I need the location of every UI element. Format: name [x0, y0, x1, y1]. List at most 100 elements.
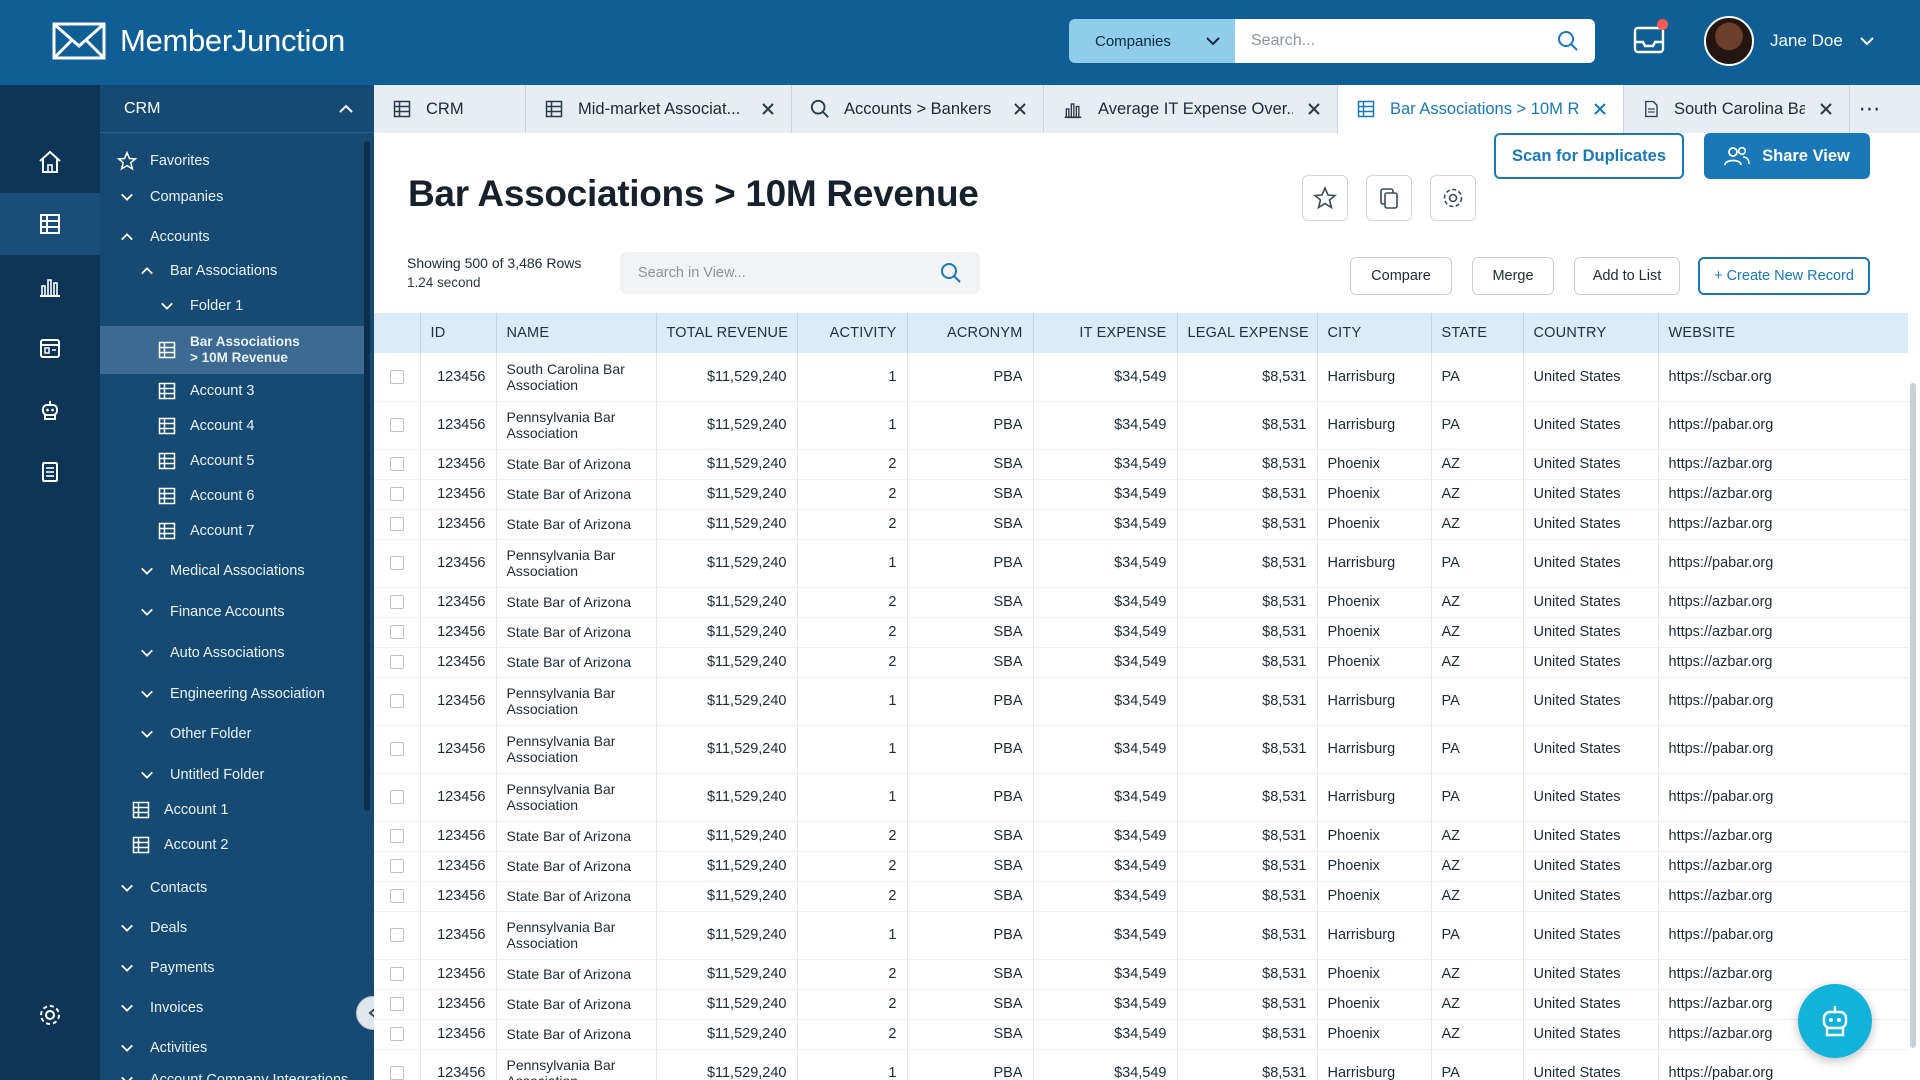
close-icon[interactable] [1593, 102, 1607, 116]
sidebar-item[interactable]: Account 7 [100, 517, 364, 545]
tab[interactable]: Mid-market Associat... [526, 85, 792, 133]
close-icon[interactable] [1819, 102, 1833, 116]
more-tabs-button[interactable]: ⋯ [1850, 85, 1890, 133]
tab[interactable]: CRM [374, 85, 526, 133]
row-checkbox[interactable] [389, 997, 404, 1011]
sidebar-item[interactable]: Favorites [100, 147, 364, 175]
share-view-button[interactable]: Share View [1704, 133, 1870, 179]
close-icon[interactable] [761, 102, 775, 116]
column-header[interactable]: STATE [1431, 313, 1524, 353]
sidebar-item[interactable]: Bar Associations [100, 257, 364, 285]
sidebar-item[interactable]: Auto Associations [100, 638, 364, 668]
app-logo[interactable]: MemberJunction [52, 22, 345, 60]
view-search-input[interactable] [638, 265, 940, 281]
column-header[interactable]: COUNTRY [1523, 313, 1659, 353]
table-row[interactable]: 123456 State Bar of Arizona $11,529,240 2 SB… [374, 821, 1908, 852]
table-row[interactable]: 123456 State Bar of Arizona $11,529,240 2 SB… [374, 989, 1908, 1020]
table-row[interactable]: 123456 State Bar of Arizona $11,529,240 2 SB… [374, 647, 1908, 678]
user-menu[interactable]: Jane Doe [1704, 16, 1875, 66]
table-row[interactable]: 123456 State Bar of Arizona $11,529,240 2 SB… [374, 479, 1908, 510]
table-row[interactable]: 123456 State Bar of Arizona $11,529,240 2 SB… [374, 617, 1908, 648]
rail-settings[interactable] [0, 984, 100, 1046]
rail-data[interactable] [0, 193, 100, 255]
sidebar-item[interactable]: Account Company Integrations [100, 1065, 364, 1080]
copy-button[interactable] [1366, 175, 1412, 221]
sidebar-item[interactable]: Contacts [100, 873, 364, 903]
column-header[interactable]: ID [420, 313, 497, 353]
notifications-button[interactable] [1632, 19, 1668, 56]
row-checkbox[interactable] [389, 517, 404, 531]
table-row[interactable]: 123456 State Bar of Arizona $11,529,240 2 SB… [374, 587, 1908, 618]
sidebar-item[interactable]: Invoices [100, 993, 364, 1023]
column-header[interactable]: ACTIVITY [797, 313, 908, 353]
table-row[interactable]: 123456 State Bar of Arizona $11,529,240 2 SB… [374, 959, 1908, 990]
compare-button[interactable]: Compare [1350, 257, 1452, 295]
sidebar-item[interactable]: Untitled Folder [100, 760, 364, 790]
row-checkbox[interactable] [389, 829, 404, 843]
rail-charts[interactable] [0, 255, 100, 317]
settings-button[interactable] [1430, 175, 1476, 221]
sidebar-item[interactable]: Engineering Association [100, 679, 364, 709]
sidebar-item[interactable]: Accounts [100, 222, 364, 252]
sidebar-item[interactable]: Activities [100, 1033, 364, 1063]
column-header[interactable]: LEGAL EXPENSE [1177, 313, 1318, 353]
sidebar-item[interactable]: Payments [100, 953, 364, 983]
table-row[interactable]: 123456 South Carolina Bar Association $11,… [374, 353, 1908, 402]
column-header[interactable]: IT EXPENSE [1033, 313, 1178, 353]
tab[interactable]: Accounts > Bankers [792, 85, 1044, 133]
table-row[interactable]: 123456 State Bar of Arizona $11,529,240 2 SB… [374, 1019, 1908, 1050]
sidebar-item[interactable]: Account 4 [100, 412, 364, 440]
table-row[interactable]: 123456 State Bar of Arizona $11,529,240 2 SB… [374, 881, 1908, 912]
row-checkbox[interactable] [389, 655, 404, 669]
sidebar-scrollbar[interactable] [364, 141, 370, 811]
sidebar-item[interactable]: Medical Associations [100, 556, 364, 586]
search-icon[interactable] [940, 262, 962, 284]
grid-scrollbar[interactable] [1910, 383, 1916, 1048]
sidebar-item[interactable]: Account 3 [100, 377, 364, 405]
column-header[interactable]: CITY [1317, 313, 1432, 353]
sidebar-item[interactable]: Folder 1 [100, 292, 364, 320]
sidebar-item[interactable]: Account 6 [100, 482, 364, 510]
row-checkbox[interactable] [389, 859, 404, 873]
row-checkbox[interactable] [389, 1066, 404, 1080]
rail-home[interactable] [0, 131, 100, 193]
table-row[interactable]: 123456 State Bar of Arizona $11,529,240 2 SB… [374, 509, 1908, 540]
search-input[interactable] [1251, 32, 1557, 50]
row-checkbox[interactable] [389, 457, 404, 471]
rail-documents[interactable] [0, 441, 100, 503]
tab[interactable]: Average IT Expense Over... [1044, 85, 1338, 133]
sidebar-item[interactable]: Account 1 [100, 796, 364, 824]
table-row[interactable]: 123456 State Bar of Arizona $11,529,240 2 SB… [374, 449, 1908, 480]
scan-duplicates-button[interactable]: Scan for Duplicates [1494, 133, 1684, 179]
tab[interactable]: South Carolina Bar... [1624, 85, 1850, 133]
row-checkbox[interactable] [389, 889, 404, 903]
row-checkbox[interactable] [389, 790, 404, 804]
create-record-button[interactable]: + Create New Record [1698, 257, 1870, 295]
sidebar-item[interactable]: Other Folder [100, 719, 364, 749]
rail-ai[interactable] [0, 379, 100, 441]
column-header[interactable]: WEBSITE [1658, 313, 1908, 353]
row-checkbox[interactable] [389, 418, 404, 432]
row-checkbox[interactable] [389, 694, 404, 708]
row-checkbox[interactable] [389, 928, 404, 942]
search-category-select[interactable]: Companies [1069, 19, 1235, 63]
tab[interactable]: Bar Associations > 10M R... [1338, 85, 1624, 133]
column-header[interactable]: ACRONYM [907, 313, 1034, 353]
row-checkbox[interactable] [389, 369, 404, 384]
close-icon[interactable] [1307, 102, 1321, 116]
column-header[interactable]: TOTAL REVENUE [656, 313, 798, 353]
row-checkbox[interactable] [389, 1027, 404, 1041]
sidebar-item[interactable]: Bar Associations > 10M Revenue [100, 326, 364, 374]
sidebar-item[interactable]: Account 2 [100, 831, 364, 859]
row-checkbox[interactable] [389, 556, 404, 570]
sidebar-header[interactable]: CRM [100, 85, 374, 133]
row-checkbox[interactable] [389, 967, 404, 981]
ai-assistant-button[interactable] [1798, 984, 1872, 1058]
close-icon[interactable] [1013, 102, 1027, 116]
merge-button[interactable]: Merge [1472, 257, 1554, 295]
